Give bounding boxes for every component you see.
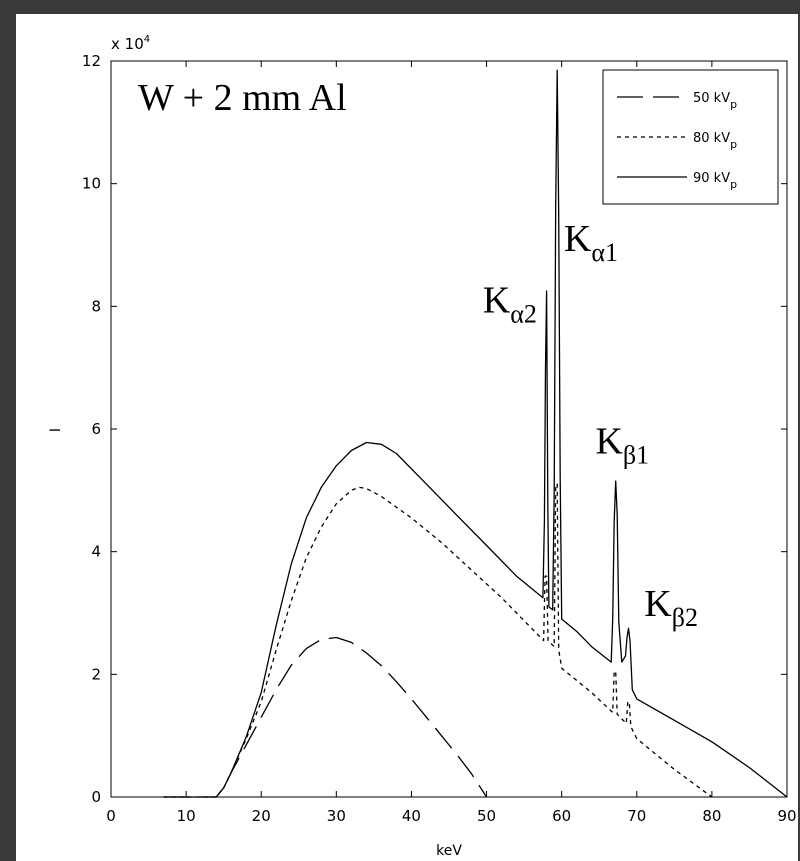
legend-box — [602, 69, 779, 205]
x-tick-label: 70 — [627, 807, 646, 825]
y-tick-label: 0 — [91, 788, 101, 806]
x-tick-label: 40 — [402, 807, 421, 825]
peak-annotation: Kα2 — [483, 279, 537, 328]
series-line-50kvp — [163, 636, 488, 798]
series-line-80kvp — [163, 483, 713, 798]
x-tick-label: 50 — [477, 807, 496, 825]
y-tick-label: 10 — [82, 175, 101, 193]
x-tick-label: 30 — [327, 807, 346, 825]
x-tick-label: 10 — [177, 807, 196, 825]
x-axis-label: keV — [436, 843, 462, 859]
legend-entry: 90 kVp — [693, 171, 737, 191]
y-tick-label: 2 — [91, 665, 101, 683]
series-line-90kvp — [163, 69, 788, 798]
chart-title: W + 2 mm Al — [138, 77, 347, 119]
peak-annotation: Kβ1 — [595, 421, 649, 470]
x-tick-label: 80 — [702, 807, 721, 825]
y-tick-label: 6 — [91, 420, 101, 438]
y-axis-label: I — [48, 428, 64, 432]
y-multiplier: x 104 — [111, 34, 150, 53]
legend-entry: 50 kVp — [693, 91, 737, 111]
legend-entry: 80 kVp — [693, 131, 737, 151]
x-tick-label: 20 — [252, 807, 271, 825]
y-tick-label: 12 — [82, 52, 101, 70]
x-tick-label: 0 — [106, 807, 116, 825]
peak-annotation: Kβ2 — [644, 583, 698, 632]
y-tick-label: 8 — [91, 297, 101, 315]
x-tick-label: 60 — [552, 807, 571, 825]
x-tick-label: 90 — [777, 807, 796, 825]
y-tick-label: 4 — [91, 543, 101, 561]
peak-annotation: Kα1 — [564, 218, 618, 267]
